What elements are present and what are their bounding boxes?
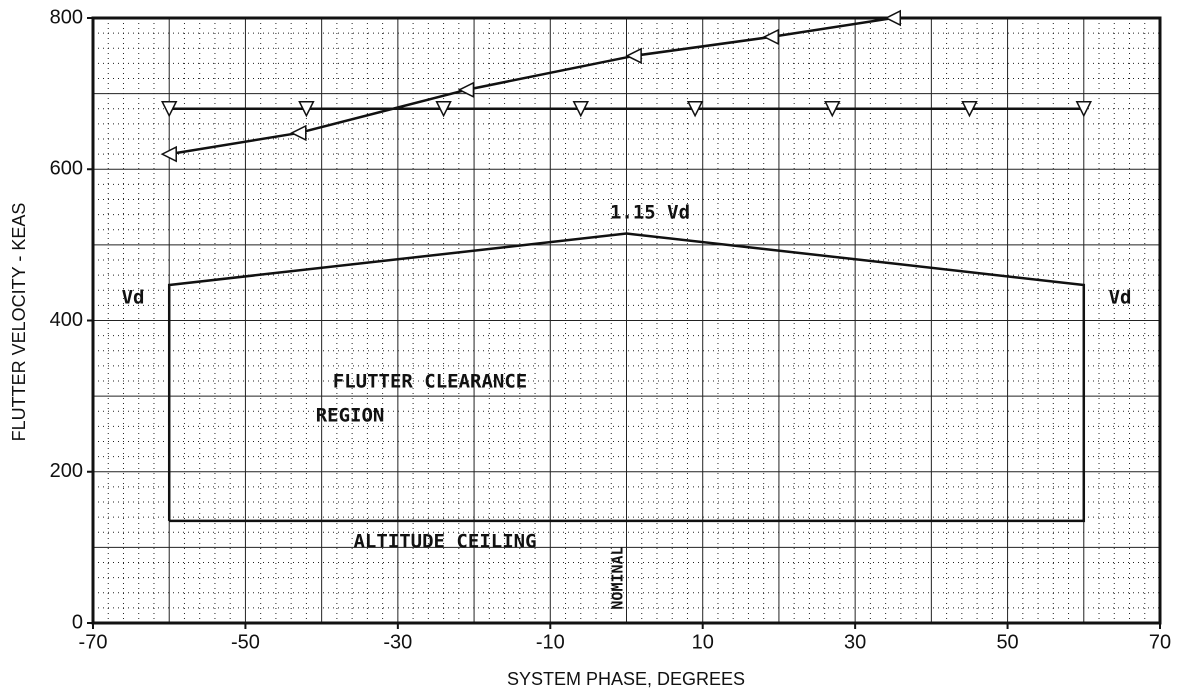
x-tick-label: -70	[79, 631, 108, 653]
x-tick-label: -30	[383, 631, 412, 653]
y-axis-label: FLUTTER VELOCITY - KEAS	[9, 203, 29, 442]
marker	[686, 101, 704, 118]
plot-frame	[91, 16, 1162, 625]
series-line	[169, 16, 894, 156]
annotation: FLUTTER CLEARANCE	[333, 371, 527, 393]
x-axis-label: SYSTEM PHASE, DEGREES	[507, 669, 745, 689]
marker	[290, 124, 307, 142]
y-tick-label: 400	[50, 309, 83, 331]
x-tick-label: -10	[536, 631, 565, 653]
marker	[1075, 101, 1092, 118]
annotation: NOMINAL	[609, 546, 627, 609]
marker	[298, 101, 315, 118]
y-tick-label: 0	[72, 611, 83, 633]
annotation: ALTITUDE CEILING	[353, 531, 536, 553]
series-line	[167, 232, 1086, 523]
marker	[961, 101, 978, 118]
y-tick-label: 200	[50, 460, 83, 482]
marker	[884, 9, 901, 27]
annotation: Vd	[122, 287, 145, 309]
x-tick-label: 30	[844, 631, 866, 653]
x-tick-label: 10	[692, 631, 714, 653]
annotation: Vd	[1109, 287, 1132, 309]
marker	[625, 47, 642, 65]
annotation: 1.15 Vd	[610, 202, 690, 224]
annotation: REGION	[316, 405, 385, 427]
marker	[435, 101, 452, 118]
marker	[572, 101, 589, 118]
marker	[160, 145, 177, 163]
y-tick-label: 600	[50, 158, 83, 180]
x-tick-label: 50	[996, 631, 1018, 653]
x-tick-label: -50	[231, 631, 260, 653]
y-tick-label: 800	[50, 6, 83, 28]
marker	[161, 101, 178, 118]
x-tick-label: 70	[1149, 631, 1171, 653]
marker	[824, 101, 841, 118]
marker	[457, 81, 475, 99]
marker	[762, 28, 780, 46]
